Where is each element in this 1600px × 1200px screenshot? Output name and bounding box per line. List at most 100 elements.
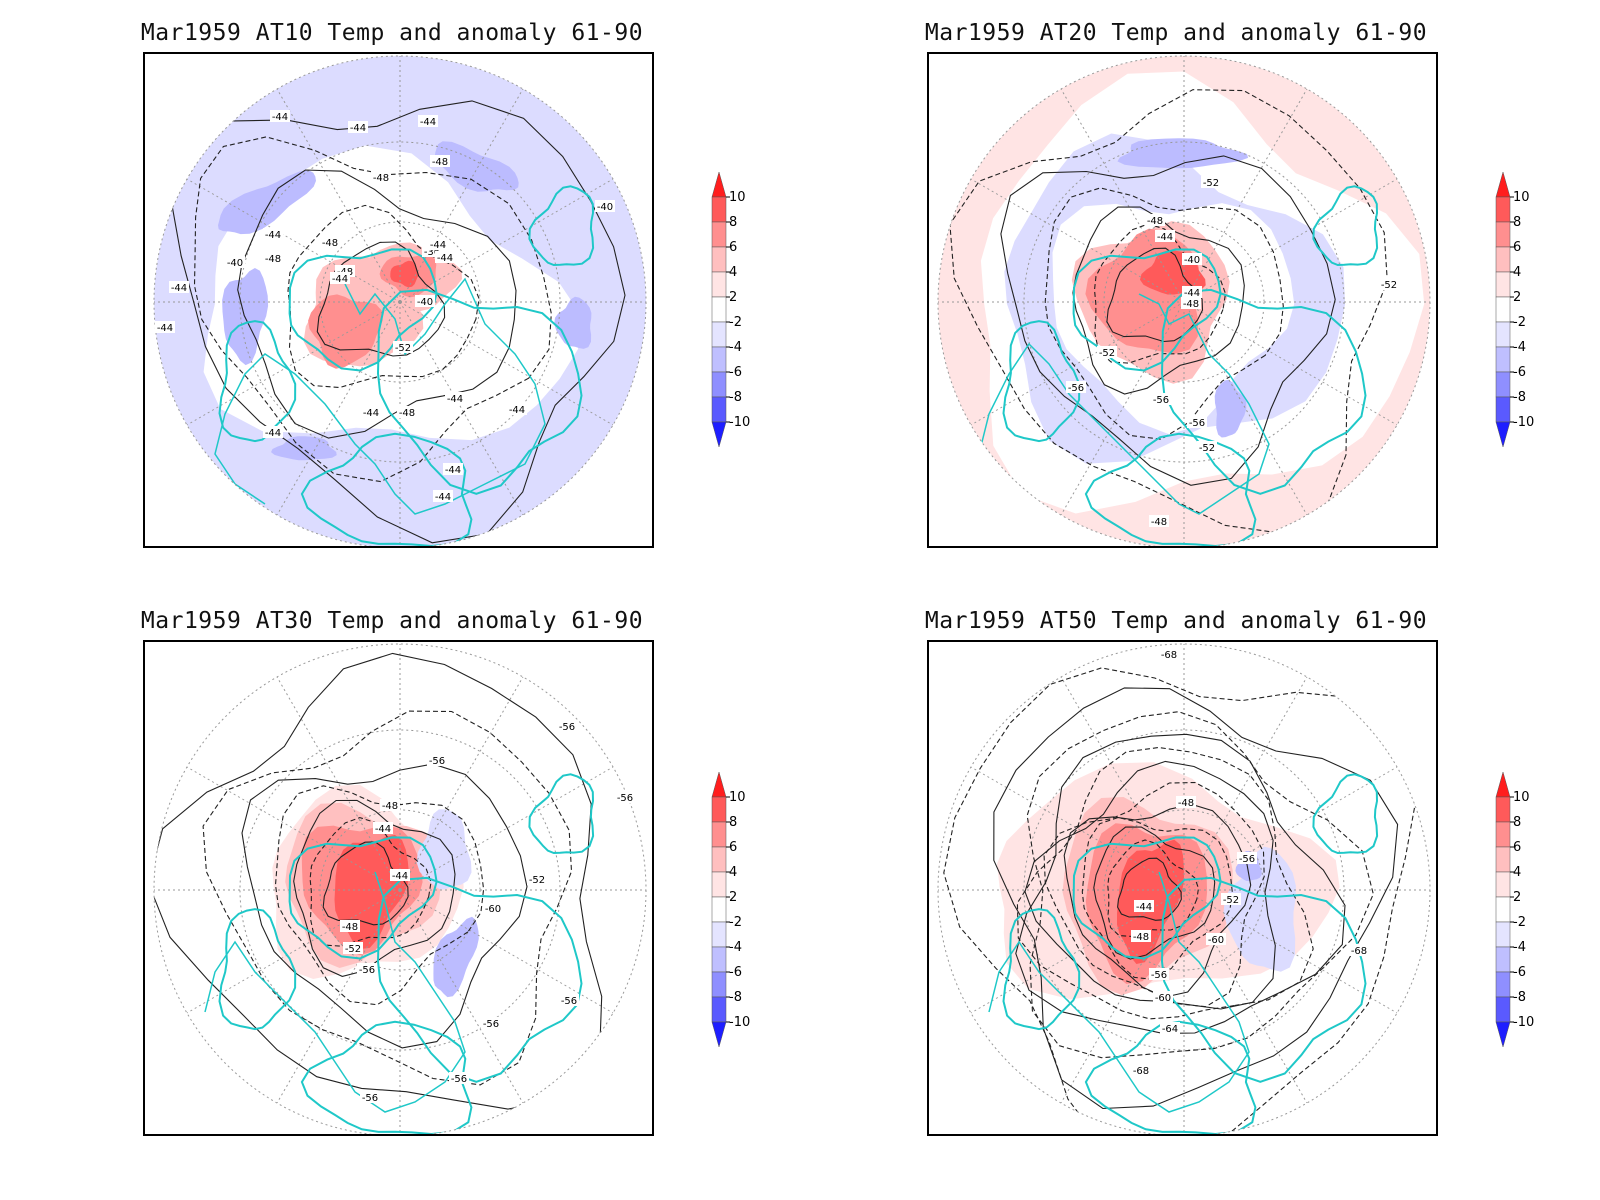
map-svg-at20: -52-48-44-40-44-48-52-56-56-56-52-52-48: [937, 55, 1431, 546]
colorbar-tick-label: -10: [1513, 415, 1534, 430]
colorbar-tick-label: 2: [729, 290, 737, 305]
colorbar-tick-label: 10: [1513, 190, 1530, 205]
contour-label-bg: [225, 256, 245, 268]
temperature-contour-3: [274, 785, 485, 1006]
colorbar-segment-9: [1495, 996, 1511, 1023]
contour-label-bg: [380, 799, 400, 811]
colorbar-segment-5: [711, 296, 727, 323]
contour-label: -44: [171, 283, 187, 294]
contour-label-bg: [1153, 991, 1173, 1003]
meridian-line-8: [276, 88, 401, 303]
contour-label: -48: [342, 922, 358, 933]
contour-label-bg: [1066, 381, 1086, 393]
meridian-line-2: [1183, 889, 1308, 1104]
contour-label-bg: [418, 115, 438, 127]
map-boundary-circle: [153, 643, 647, 1134]
contour-label-bg: [428, 238, 448, 250]
contour-label: -56: [1153, 395, 1169, 406]
colorbar-tick-label: 6: [1513, 240, 1521, 255]
colorbar-tick-label: 6: [1513, 840, 1521, 855]
colorbar-tick-label: 8: [1513, 215, 1521, 230]
temperature-contour-8: [1015, 733, 1346, 1034]
contour-label-bg: [169, 281, 189, 293]
contour-label-bg: [1131, 1064, 1151, 1076]
meridian-line-10: [1183, 676, 1308, 891]
colorbar-bottom-arrow: [1495, 421, 1511, 448]
map-panel-at50: -68 -48 -56 -44 -48 -60 -52 -56 -60 -64 -68 -68: [927, 640, 1438, 1136]
colorbar-tick-label: 8: [729, 215, 737, 230]
colorbar-tick-label: 4: [729, 865, 737, 880]
colorbar-segment-1: [1495, 796, 1511, 823]
contour-label: -68: [1133, 1066, 1149, 1077]
contour-label: -44: [157, 323, 173, 334]
meridian-line-8: [276, 676, 401, 891]
contour-label-bg: [270, 110, 290, 122]
contour-label-bg: [1131, 930, 1151, 942]
temperature-contour-0: [1117, 857, 1182, 921]
colorbar-segment-2: [711, 821, 727, 848]
colorbar-segment-6: [1495, 321, 1511, 348]
contour-label: -56: [362, 1093, 378, 1104]
temperature-contour-2: [293, 799, 456, 977]
contour-label: -52: [1199, 443, 1215, 454]
contour-label: -48: [373, 173, 389, 184]
contour-label-bg: [1159, 648, 1179, 660]
map-boundary-circle: [937, 55, 1431, 546]
colorbar-bottom-arrow: [711, 1021, 727, 1048]
coastline-pacific-islands: [1002, 908, 1081, 1031]
colorbar-tick-label: -6: [729, 965, 742, 980]
colorbar-top-arrow: [1495, 172, 1511, 198]
contour-label-bg: [415, 295, 435, 307]
contour-label: -44: [445, 465, 461, 476]
meridian-line-8: [1060, 676, 1185, 891]
contour-label: -52: [345, 944, 361, 955]
contour-label: -48: [1133, 932, 1149, 943]
map-svg-at50: -68 -48 -56 -44 -48 -60 -52 -56 -60 -64 -68 -68: [937, 643, 1431, 1134]
contour-label: -44: [375, 824, 391, 835]
anomaly-shade-at10-2: [218, 170, 316, 235]
contour-label: -56: [483, 1019, 499, 1030]
colorbar-tick-label: -2: [1513, 315, 1526, 330]
coastline-east-asia: [1312, 773, 1379, 855]
map-content-at50: [938, 644, 1430, 1134]
contour-label-bg: [430, 155, 450, 167]
contour-label-bg: [373, 822, 393, 834]
contour-label: -48: [1147, 216, 1163, 227]
contour-label-bg: [1237, 852, 1257, 864]
temperature-contour-5: [1043, 781, 1265, 1008]
panel-title-at10: Mar1959 AT10 Temp and anomaly 61-90: [140, 20, 644, 46]
colorbar-segment-9: [1495, 396, 1511, 423]
meridian-line-8: [1060, 88, 1185, 303]
map-panel-at30: -56 -56 -48 -44 -44 -56 -48 -52 -56 -60 -52 -56 -56 -…: [143, 640, 654, 1136]
colorbar-tick-label: -2: [729, 915, 742, 930]
contour-label: -56: [561, 996, 577, 1007]
contour-label: -44: [392, 871, 408, 882]
anomaly-shade-at10-11: [390, 260, 419, 288]
colorbar-tick-label: -4: [729, 940, 742, 955]
colorbar-bottom-arrow: [1495, 1021, 1511, 1048]
meridian-line-1: [399, 301, 614, 426]
contour-label: -52: [1203, 178, 1219, 189]
contour-label-bg: [1221, 893, 1241, 905]
anomaly-shade-at10-9: [308, 294, 383, 369]
contour-label: -44: [265, 230, 281, 241]
contour-label-bg: [1181, 297, 1201, 309]
meridian-line-1: [1183, 889, 1398, 1014]
contour-label: -68: [1161, 650, 1177, 661]
anomaly-shade-at10-3: [434, 141, 519, 192]
contour-label-bg: [1160, 1022, 1180, 1034]
colorbar-at10: 10 8 6 4 2 -2 -4 -6 -8 -10: [711, 172, 750, 448]
contour-label-bg: [371, 171, 391, 183]
contour-label: -56: [429, 756, 445, 767]
colorbar-at50: 10 8 6 4 2 -2 -4 -6 -8 -10: [1495, 772, 1534, 1048]
colorbar-segment-9: [711, 996, 727, 1023]
contour-label: -40: [227, 258, 243, 269]
temperature-contour-0: [1106, 247, 1204, 343]
coastline-north-america: [1072, 248, 1222, 372]
meridian-line-7: [186, 178, 401, 303]
contour-label-bg: [435, 251, 455, 263]
colorbar-segment-1: [711, 196, 727, 223]
contour-label-bg: [1379, 278, 1399, 290]
colorbar-segment-6: [711, 321, 727, 348]
map-svg-at10: -44-44-44-48-48-48-44-40-44-48-36-44-48-…: [153, 55, 647, 546]
